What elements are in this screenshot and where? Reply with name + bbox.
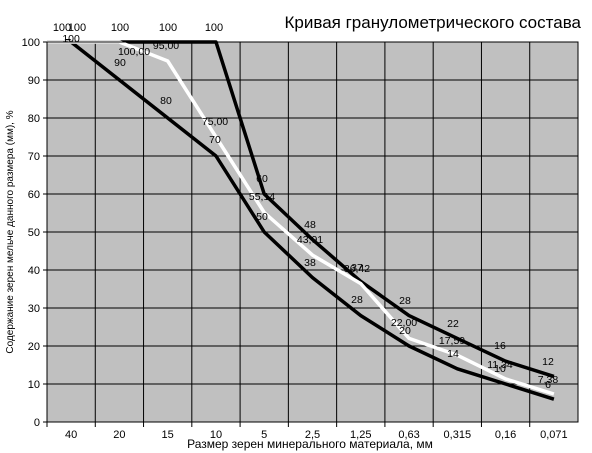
top-value-label: 100 bbox=[205, 22, 223, 34]
chart-title: Кривая гранулометрического состава bbox=[285, 13, 582, 32]
x-tick-label: 2,5 bbox=[305, 429, 320, 441]
data-label: 6 bbox=[545, 379, 551, 391]
y-tick-label: 70 bbox=[28, 151, 40, 163]
y-tick-label: 0 bbox=[34, 417, 40, 429]
x-tick-label: 15 bbox=[162, 429, 174, 441]
data-label: 48 bbox=[304, 219, 316, 231]
x-tick-label: 40 bbox=[65, 429, 77, 441]
y-tick-label: 40 bbox=[28, 265, 40, 277]
top-value-label: 100 bbox=[53, 22, 71, 34]
horizontal-gridlines bbox=[47, 79, 578, 385]
x-tick-label: 5 bbox=[261, 429, 267, 441]
y-tick-label: 30 bbox=[28, 303, 40, 315]
data-label: 36,42 bbox=[344, 263, 370, 275]
data-label: 10 bbox=[494, 363, 506, 375]
x-tick-label: 0,071 bbox=[540, 429, 568, 441]
data-label: 12 bbox=[542, 356, 554, 368]
y-tick-label: 60 bbox=[28, 189, 40, 201]
y-tick-label: 90 bbox=[28, 75, 40, 87]
top-value-label: 100 bbox=[111, 22, 129, 34]
data-label: 60 bbox=[256, 173, 268, 185]
data-label: 80 bbox=[160, 95, 172, 107]
data-label: 16 bbox=[494, 340, 506, 352]
data-label: 38 bbox=[304, 257, 316, 269]
data-label: 95,00 bbox=[153, 40, 179, 52]
data-label: 90 bbox=[114, 57, 126, 69]
x-tick-label: 20 bbox=[113, 429, 125, 441]
data-label: 11,34 bbox=[487, 359, 513, 371]
y-axis-label: Содержание зерен мельче данного размера … bbox=[5, 110, 16, 353]
data-labels: 100 90 80 70 50 38 28 20 14 10 6 60 48 37 28 22 16 12 100,… bbox=[62, 33, 558, 391]
data-label: 75,00 bbox=[202, 116, 228, 128]
data-label: 28 bbox=[351, 294, 363, 306]
x-axis-label: Размер зерен минерального материала, мм bbox=[187, 437, 433, 451]
data-label: 50 bbox=[256, 211, 268, 223]
data-label: 7,38 bbox=[538, 374, 559, 386]
x-tick-label: 0,315 bbox=[444, 429, 472, 441]
top-value-label: 100 bbox=[68, 22, 86, 34]
data-label: 70 bbox=[209, 134, 221, 146]
x-tick-label: 0,16 bbox=[495, 429, 516, 441]
series-line-0 bbox=[64, 39, 555, 401]
data-label: 22 bbox=[447, 318, 459, 330]
data-label: 55,14 bbox=[249, 191, 275, 203]
data-label: 20 bbox=[399, 325, 411, 337]
y-tick-label: 100 bbox=[22, 37, 40, 49]
x-tick-label: 0,63 bbox=[398, 429, 419, 441]
data-label: 17,59 bbox=[439, 335, 465, 347]
data-label: 100,00 bbox=[118, 46, 150, 58]
y-tick-label: 20 bbox=[28, 341, 40, 353]
y-axis-tick-labels: 0 10 20 30 40 50 60 70 80 90 100 bbox=[22, 37, 47, 429]
x-axis-tick-labels: 40 20 15 10 5 2,5 1,25 0,63 0,315 0,16 0,071 bbox=[46, 422, 568, 441]
y-tick-label: 10 bbox=[28, 379, 40, 391]
data-label: 37 bbox=[351, 262, 363, 274]
x-tick-label: 10 bbox=[210, 429, 222, 441]
data-label: 28 bbox=[399, 295, 411, 307]
data-label: 14 bbox=[447, 348, 459, 360]
top-value-label: 100 bbox=[159, 22, 177, 34]
data-label: 100 bbox=[62, 33, 80, 45]
y-tick-label: 50 bbox=[28, 227, 40, 239]
data-label: 22,00 bbox=[391, 317, 417, 329]
data-label: 43,91 bbox=[297, 234, 323, 246]
y-tick-label: 80 bbox=[28, 113, 40, 125]
x-tick-label: 1,25 bbox=[350, 429, 371, 441]
